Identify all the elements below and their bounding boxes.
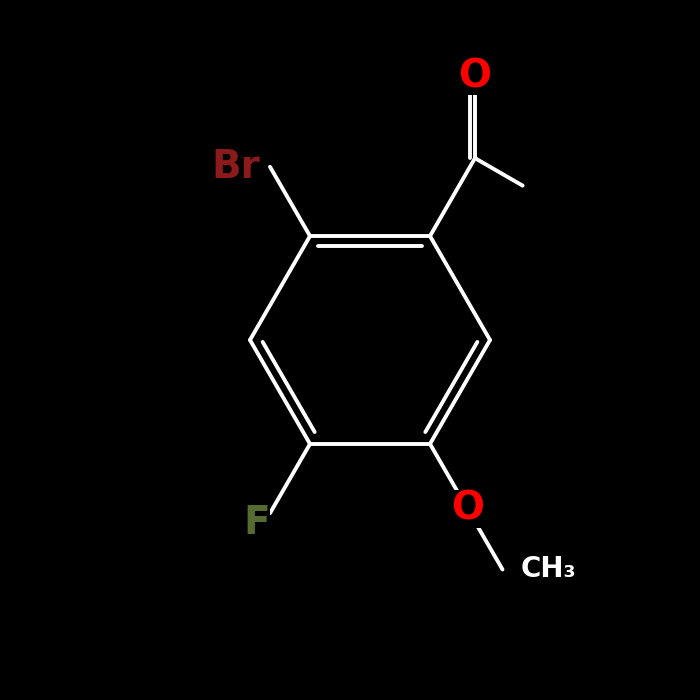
Text: O: O	[451, 490, 484, 528]
Text: Br: Br	[211, 148, 260, 186]
Text: O: O	[458, 57, 491, 95]
Text: CH₃: CH₃	[521, 556, 576, 584]
Text: F: F	[244, 504, 270, 542]
